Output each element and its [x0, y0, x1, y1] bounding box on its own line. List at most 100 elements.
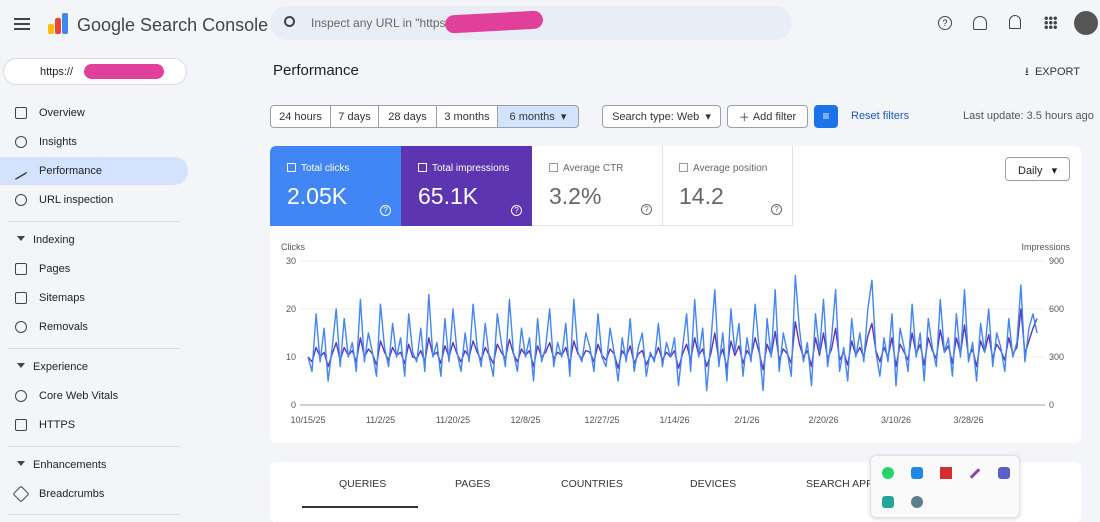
- date-range-label: 6 months: [509, 110, 555, 123]
- nav-item[interactable]: Sitemaps: [0, 284, 188, 312]
- nav-label: Performance: [39, 165, 102, 177]
- search-icon: [284, 16, 295, 27]
- help-icon[interactable]: ?: [771, 204, 782, 215]
- export-label: EXPORT: [1034, 66, 1080, 78]
- reset-filters[interactable]: Reset filters: [851, 110, 910, 122]
- date-range-button[interactable]: 7 days: [330, 105, 379, 128]
- metric-value: 2.05K: [287, 183, 348, 209]
- logo: [48, 13, 68, 34]
- y2-axis-title: Impressions: [1021, 242, 1070, 252]
- y2-tick-label: 600: [1049, 304, 1064, 314]
- nav-label: Overview: [39, 107, 85, 119]
- tray-icon[interactable]: [940, 467, 952, 479]
- date-range-button[interactable]: 3 months: [436, 105, 498, 128]
- filter-icon-button[interactable]: ≡: [814, 105, 838, 128]
- y-tick-label: 10: [286, 352, 296, 362]
- property-url: https://: [40, 66, 74, 78]
- tray-icon[interactable]: [969, 468, 981, 479]
- nav-label: Breadcrumbs: [39, 488, 105, 500]
- date-range-selected[interactable]: 6 months ▾: [497, 105, 579, 128]
- nav-item[interactable]: Removals: [0, 313, 188, 341]
- tab[interactable]: PAGES: [455, 478, 491, 490]
- metric-card[interactable]: Total clicks 2.05K?: [270, 146, 401, 226]
- tab[interactable]: QUERIES: [339, 478, 387, 490]
- x-tick-label: 2/1/26: [734, 415, 759, 425]
- metric-label: Total impressions: [432, 163, 510, 174]
- menu-icon[interactable]: [14, 18, 30, 30]
- nav-item[interactable]: Insights: [0, 128, 188, 156]
- y2-tick-label: 900: [1049, 256, 1064, 266]
- tray-icon[interactable]: [882, 467, 894, 479]
- nav-label: Insights: [39, 136, 77, 148]
- metric-card[interactable]: Average CTR 3.2%?: [532, 146, 663, 226]
- divider: [8, 446, 180, 447]
- nav-section[interactable]: Indexing: [17, 234, 75, 246]
- nav-section[interactable]: Experience: [17, 361, 88, 373]
- help-icon[interactable]: ?: [641, 204, 652, 215]
- avatar[interactable]: [1074, 11, 1098, 35]
- redaction: [444, 10, 544, 34]
- tray-icon[interactable]: [911, 467, 923, 479]
- search-bar[interactable]: Inspect any URL in "https: [270, 6, 792, 40]
- nav-label: HTTPS: [39, 419, 76, 431]
- tab[interactable]: DEVICES: [690, 478, 737, 490]
- granularity-dropdown[interactable]: Daily ▾: [1005, 157, 1070, 181]
- tray-popup: [870, 455, 1020, 518]
- tray-icon[interactable]: [882, 496, 894, 508]
- nav-label: Pages: [39, 263, 71, 275]
- y-tick-label: 20: [286, 304, 296, 314]
- chart: Clicks Impressions 0102030030060090010/1…: [281, 242, 1071, 425]
- metric-value: 65.1K: [418, 183, 479, 209]
- metric-label: Average CTR: [563, 163, 624, 174]
- x-tick-label: 10/15/25: [290, 415, 325, 425]
- x-tick-label: 3/28/26: [954, 415, 984, 425]
- tab[interactable]: COUNTRIES: [561, 478, 623, 490]
- help-icon[interactable]: ?: [511, 205, 522, 216]
- redaction: [84, 64, 164, 79]
- nav-item[interactable]: Pages: [0, 255, 188, 283]
- nav-item[interactable]: Core Web Vitals: [0, 382, 188, 410]
- metric-value: 14.2: [679, 183, 724, 209]
- help-icon[interactable]: ?: [380, 205, 391, 216]
- help-icon[interactable]: ?: [938, 16, 952, 30]
- nav-label: URL inspection: [39, 194, 114, 206]
- search-type-button[interactable]: Search type: Web ▾: [602, 105, 721, 128]
- y-tick-label: 30: [286, 256, 296, 266]
- search-placeholder: Inspect any URL in "https: [311, 16, 446, 30]
- tab[interactable]: SEARCH APPE: [806, 478, 881, 490]
- nav-item[interactable]: URL inspection: [0, 186, 188, 214]
- date-range-button[interactable]: 24 hours: [270, 105, 331, 128]
- checkbox: [549, 163, 558, 172]
- checkbox: [418, 163, 427, 172]
- add-filter-label: Add filter: [752, 110, 797, 123]
- tray-icon[interactable]: [998, 467, 1010, 479]
- nav-item-selected[interactable]: Performance: [0, 157, 188, 185]
- add-filter-button[interactable]: ＋ Add filter: [727, 105, 808, 128]
- property-selector[interactable]: https://: [3, 58, 187, 85]
- granularity-label: Daily: [1018, 165, 1043, 177]
- app-name: Google Search Console: [77, 15, 269, 35]
- nav-item[interactable]: Breadcrumbs: [0, 480, 188, 508]
- series-line: [307, 274, 1038, 392]
- x-tick-label: 3/10/26: [881, 415, 911, 425]
- y2-tick-label: 0: [1049, 400, 1054, 410]
- last-update: Last update: 3.5 hours ago: [963, 110, 1094, 122]
- y2-tick-label: 300: [1049, 352, 1064, 362]
- metric-card[interactable]: Average position 14.2?: [662, 146, 793, 226]
- date-range-button[interactable]: 28 days: [378, 105, 437, 128]
- nav-item[interactable]: HTTPS: [0, 411, 188, 439]
- settings-icon[interactable]: [973, 16, 987, 30]
- nav-item[interactable]: Overview: [0, 99, 188, 127]
- nav-label: Removals: [39, 321, 88, 333]
- metric-label: Total clicks: [301, 163, 350, 174]
- x-tick-label: 11/20/25: [436, 415, 470, 425]
- metric-card[interactable]: Total impressions 65.1K?: [401, 146, 532, 226]
- export-button[interactable]: ⭳ EXPORT: [1025, 66, 1080, 78]
- tray-icon[interactable]: [911, 496, 923, 508]
- nav-section[interactable]: Enhancements: [17, 459, 106, 471]
- x-tick-label: 1/14/26: [659, 415, 689, 425]
- notifications-icon[interactable]: [1009, 15, 1021, 29]
- apps-icon[interactable]: [1044, 16, 1057, 29]
- x-tick-label: 2/20/26: [809, 415, 839, 425]
